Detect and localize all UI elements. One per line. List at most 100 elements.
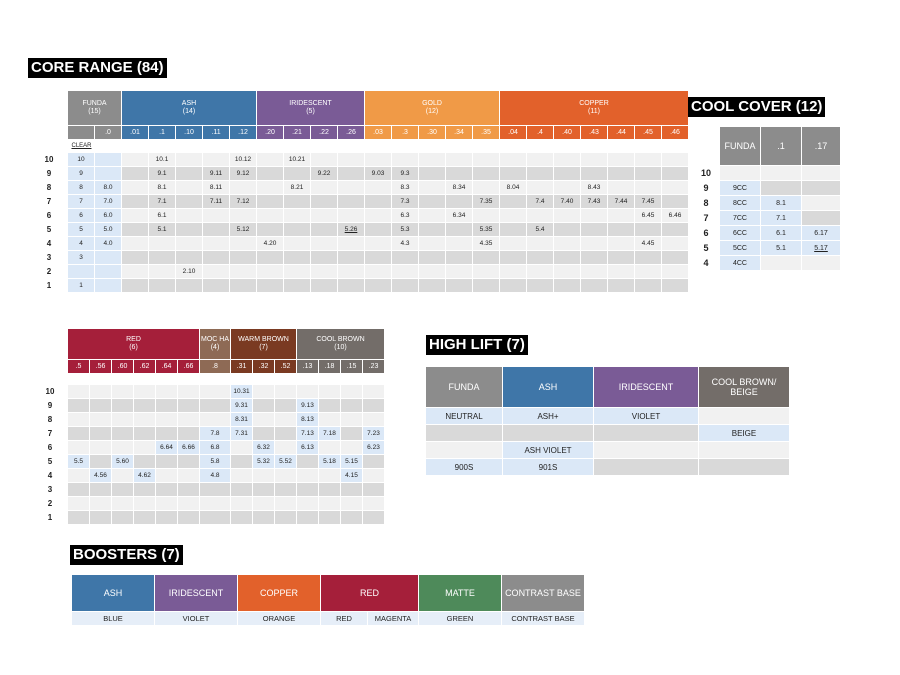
column-header: .17 [802, 127, 840, 165]
blank [581, 140, 607, 152]
spacer [31, 374, 67, 384]
shade-cell [662, 251, 688, 264]
shade-cell: 9 [68, 167, 94, 180]
shade-cell [253, 511, 274, 524]
shade-cell [581, 209, 607, 222]
shade-cell [527, 251, 553, 264]
shade-cell [554, 251, 580, 264]
shade-cell [112, 413, 133, 426]
shade-cell [341, 441, 362, 454]
shade-cell [156, 413, 177, 426]
shade-cell [581, 251, 607, 264]
blank [341, 374, 362, 384]
family-name: FUNDA [82, 100, 107, 107]
shade-cell [338, 181, 364, 194]
shade-cell [365, 223, 391, 236]
shade-cell [419, 209, 445, 222]
shade-cell [662, 265, 688, 278]
shade-cell [134, 427, 155, 440]
shade-cell: 8.1 [149, 181, 175, 194]
blank [253, 374, 274, 384]
shade-cell [311, 265, 337, 278]
shade-cell [311, 195, 337, 208]
shade-cell [95, 279, 121, 292]
level-label: 10 [691, 166, 719, 180]
table-row: 10 [691, 166, 840, 180]
shade-cell [178, 413, 199, 426]
shade-cell [802, 181, 840, 195]
shade-cell [500, 209, 526, 222]
shade-cell [284, 279, 310, 292]
shade-cell [122, 279, 148, 292]
shade-cell [297, 469, 318, 482]
table-row: 900S 901S [426, 459, 789, 475]
shade-cell [635, 223, 661, 236]
shade-cell: 5CC [720, 241, 760, 255]
blank [90, 374, 111, 384]
table-row: 6 6 6.0 6.1 6.3 6.34 6.45 6.46 [29, 209, 688, 222]
tone-header: .0 [95, 126, 121, 139]
shade-cell [761, 166, 801, 180]
level-label: 2 [29, 265, 67, 278]
shade-cell [341, 511, 362, 524]
shade-cell: 9.31 [231, 399, 252, 412]
spacer [29, 140, 67, 152]
shade-cell [581, 167, 607, 180]
shade-cell [363, 399, 384, 412]
shade-cell [311, 223, 337, 236]
shade-cell [284, 223, 310, 236]
shade-cell [319, 483, 340, 496]
shade-cell [176, 181, 202, 194]
shade-cell [230, 181, 256, 194]
shade-cell: 4.20 [257, 237, 283, 250]
shade-cell [473, 209, 499, 222]
shade-cell [90, 441, 111, 454]
shade-cell [341, 427, 362, 440]
shade-cell [581, 223, 607, 236]
high-lift-chart: FUNDA ASH IRIDESCENT COOL BROWN/ BEIGE NEUTR… [425, 366, 790, 476]
shade-cell [122, 251, 148, 264]
blank [446, 140, 472, 152]
shade-cell [446, 251, 472, 264]
shade-cell [178, 469, 199, 482]
tone-header: .31 [231, 360, 252, 373]
table-row: 8 8.31 8.13 [31, 413, 384, 426]
shade-cell [297, 511, 318, 524]
blank [230, 140, 256, 152]
shade-cell [761, 256, 801, 270]
shade-cell: 5.52 [275, 455, 296, 468]
shade-cell [338, 265, 364, 278]
table-row: 7 7 7.0 7.1 7.11 7.12 7.3 7.35 7.4 7.40 7.43 7.44 7.… [29, 195, 688, 208]
shade-cell: 900S [426, 459, 502, 475]
shade-cell [112, 497, 133, 510]
booster-family: MATTE [419, 575, 501, 611]
shade-cell [275, 441, 296, 454]
family-name: ASH [181, 100, 197, 107]
shade-cell [275, 399, 296, 412]
core-range-table: FUNDA (15) ASH (14) IRIDESCENT (5) GOLD (12) COP… [28, 90, 689, 293]
level-label: 9 [29, 167, 67, 180]
red-brown-chart: RED (6) MOC HA (4) WARM BROWN (7) COOL BROWN (1… [30, 328, 385, 525]
family-header: ASH (14) [122, 91, 256, 125]
shade-cell [365, 279, 391, 292]
tone-header: .13 [297, 360, 318, 373]
shade-cell [284, 265, 310, 278]
tone-header: .01 [122, 126, 148, 139]
table-row: 5 5.5 5.60 5.8 5.32 5.52 5.18 5.15 [31, 455, 384, 468]
shade-cell [426, 425, 502, 441]
shade-cell [284, 251, 310, 264]
shade-cell [608, 181, 634, 194]
shade-cell [68, 399, 89, 412]
family-header: RED (6) [68, 329, 199, 359]
shade-cell [122, 209, 148, 222]
shade-cell [500, 223, 526, 236]
table-row: 6 6.64 6.66 6.8 6.32 6.13 6.23 [31, 441, 384, 454]
shade-cell [419, 167, 445, 180]
shade-cell [178, 497, 199, 510]
shade-cell [134, 455, 155, 468]
tone-header: .60 [112, 360, 133, 373]
column-header: COOL BROWN/ BEIGE [699, 367, 789, 407]
shade-cell [365, 153, 391, 166]
shade-cell [257, 167, 283, 180]
shade-cell: 8.13 [297, 413, 318, 426]
